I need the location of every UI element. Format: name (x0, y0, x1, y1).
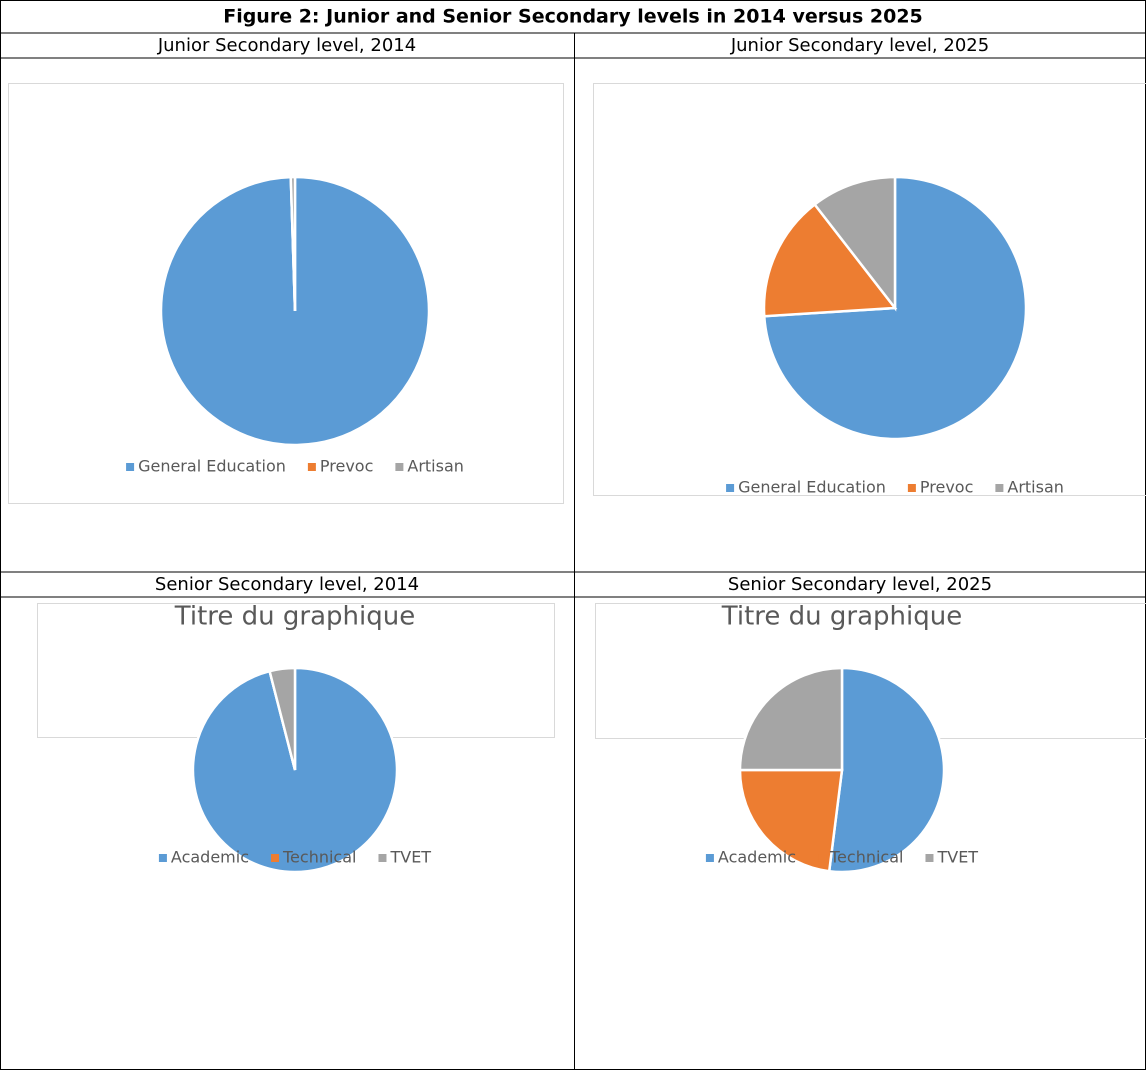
legend-label: Technical (282, 848, 356, 867)
legend-label: TVET (389, 848, 431, 867)
chart-title: Titre du graphique (174, 602, 415, 632)
pie-slice (829, 668, 944, 872)
legend-label: Artisan (1007, 478, 1064, 497)
panel-title: Junior Secondary level, 2025 (730, 35, 989, 56)
legend-label: Academic (718, 848, 796, 867)
legend-label: Prevoc (320, 457, 374, 476)
legend-label: Technical (829, 848, 903, 867)
legend-swatch (126, 463, 134, 471)
legend-swatch (908, 484, 916, 492)
legend-swatch (395, 463, 403, 471)
legend-swatch (995, 484, 1003, 492)
legend-label: General Education (738, 478, 886, 497)
figure-title: Figure 2: Junior and Senior Secondary le… (223, 6, 923, 28)
legend-swatch (159, 854, 167, 862)
legend-label: TVET (936, 848, 978, 867)
legend-label: General Education (138, 457, 286, 476)
legend-label: Academic (171, 848, 249, 867)
panel-title: Junior Secondary level, 2014 (157, 35, 416, 56)
panel-title: Senior Secondary level, 2025 (728, 574, 992, 595)
legend-swatch (925, 854, 933, 862)
panel-title: Senior Secondary level, 2014 (155, 574, 419, 595)
legend-label: Artisan (407, 457, 464, 476)
legend-swatch (706, 854, 714, 862)
legend-label: Prevoc (920, 478, 974, 497)
legend-swatch (308, 463, 316, 471)
legend-swatch (271, 854, 279, 862)
legend-swatch (818, 854, 826, 862)
legend-swatch (378, 854, 386, 862)
legend-swatch (726, 484, 734, 492)
chart-title: Titre du graphique (721, 602, 962, 632)
pie-slice (740, 668, 842, 770)
